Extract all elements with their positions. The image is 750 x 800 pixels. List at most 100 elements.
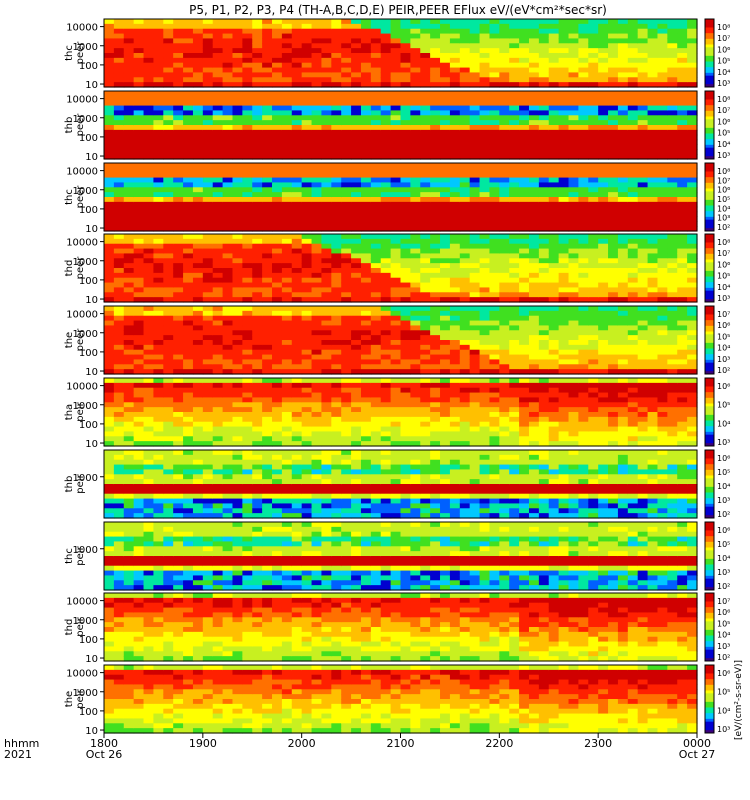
- heatmap-cell: [183, 67, 194, 74]
- heatmap-cell: [380, 426, 392, 433]
- heatmap-cell: [212, 253, 224, 259]
- heatmap-cell: [568, 154, 579, 160]
- heatmap-cell: [143, 28, 155, 35]
- heatmap-cell: [113, 129, 125, 136]
- heatmap-cell: [232, 426, 243, 433]
- heatmap-cell: [479, 192, 491, 198]
- colorbar-segment: [705, 91, 714, 95]
- heatmap-cell: [499, 139, 510, 146]
- heatmap-cell: [123, 416, 135, 423]
- heatmap-cell: [351, 139, 362, 146]
- heatmap-cell: [489, 197, 500, 203]
- heatmap-cell: [113, 28, 125, 35]
- heatmap-cell: [183, 268, 194, 274]
- heatmap-cell: [489, 436, 500, 442]
- heatmap-cell: [548, 125, 560, 131]
- heatmap-cell: [301, 306, 313, 312]
- heatmap-cell: [469, 43, 481, 49]
- heatmap-cell: [538, 163, 550, 169]
- heatmap-cell: [331, 407, 342, 413]
- heatmap-cell: [321, 263, 332, 269]
- heatmap-cell: [351, 19, 362, 25]
- colorbar-tick-label: 10⁵: [717, 332, 730, 341]
- heatmap-cell: [410, 402, 421, 408]
- heatmap-cell: [252, 100, 263, 107]
- heatmap-cell: [687, 154, 698, 160]
- heatmap-cell: [202, 306, 214, 312]
- heatmap-cell: [528, 364, 540, 370]
- heatmap-cell: [578, 77, 589, 83]
- heatmap-cell: [538, 297, 550, 303]
- y-tick-label: 100: [79, 276, 98, 287]
- heatmap-cell: [420, 412, 431, 418]
- heatmap-cell: [479, 115, 491, 121]
- heatmap-cell: [667, 172, 678, 179]
- heatmap-cell: [617, 125, 629, 131]
- heatmap-cell: [469, 201, 481, 208]
- heatmap-cell: [351, 72, 362, 78]
- heatmap-cell: [202, 163, 214, 169]
- heatmap-cell: [608, 139, 619, 146]
- heatmap-cell: [588, 325, 599, 331]
- heatmap-cell: [222, 28, 234, 35]
- heatmap-cell: [341, 431, 352, 437]
- heatmap-cell: [568, 43, 579, 49]
- heatmap-cell: [272, 441, 283, 447]
- heatmap-cell: [163, 105, 174, 112]
- heatmap-cell: [459, 330, 471, 336]
- colorbar-segment: [705, 188, 714, 192]
- heatmap-cell: [637, 287, 649, 293]
- heatmap-cell: [687, 72, 698, 78]
- heatmap-cell: [272, 177, 283, 184]
- heatmap-cell: [252, 344, 263, 351]
- heatmap-cell: [627, 67, 639, 74]
- heatmap-cell: [360, 431, 372, 437]
- colorbar-segment: [705, 153, 714, 157]
- heatmap-cell: [281, 315, 293, 322]
- heatmap-cell: [509, 115, 520, 121]
- heatmap-cell: [519, 129, 530, 136]
- heatmap-cell: [370, 201, 382, 208]
- heatmap-cell: [321, 33, 332, 40]
- heatmap-cell: [173, 364, 184, 370]
- heatmap-cell: [143, 364, 155, 370]
- heatmap-cell: [173, 172, 184, 179]
- heatmap-cell: [222, 349, 234, 356]
- heatmap-cell: [133, 243, 145, 250]
- heatmap-cell: [677, 163, 688, 169]
- heatmap-cell: [627, 258, 639, 264]
- heatmap-cell: [113, 292, 125, 298]
- heatmap-cell: [222, 378, 234, 384]
- heatmap-cell: [400, 287, 411, 293]
- heatmap-cell: [370, 105, 382, 112]
- heatmap-cell: [410, 23, 421, 30]
- heatmap-cell: [153, 320, 164, 327]
- heatmap-cell: [360, 53, 372, 59]
- heatmap-cell: [538, 364, 550, 370]
- heatmap-cell: [331, 120, 342, 126]
- heatmap-cell: [677, 57, 688, 64]
- heatmap-cell: [677, 320, 688, 327]
- heatmap-cell: [153, 364, 164, 370]
- heatmap-cell: [440, 23, 451, 30]
- heatmap-cell: [578, 19, 589, 25]
- heatmap-cell: [104, 187, 115, 193]
- heatmap-cell: [351, 243, 362, 250]
- heatmap-cell: [222, 62, 234, 69]
- heatmap-cell: [617, 57, 629, 64]
- heatmap-cell: [341, 277, 352, 284]
- heatmap-cell: [430, 340, 441, 346]
- heatmap-cell: [183, 115, 194, 121]
- heatmap-cell: [153, 287, 164, 293]
- heatmap-cell: [390, 441, 402, 447]
- heatmap-cell: [232, 272, 243, 279]
- heatmap-cell: [252, 221, 263, 227]
- heatmap-cell: [321, 95, 332, 102]
- heatmap-cell: [519, 238, 530, 245]
- heatmap-cell: [677, 287, 688, 293]
- heatmap-cell: [163, 48, 174, 54]
- heatmap-cell: [104, 57, 115, 64]
- heatmap-cell: [202, 253, 214, 259]
- heatmap-cell: [123, 129, 135, 136]
- heatmap-cell: [272, 144, 283, 150]
